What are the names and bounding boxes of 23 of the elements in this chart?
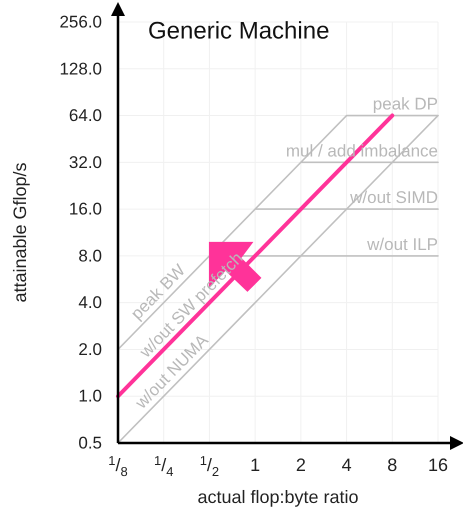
x-tick-label: 8 [387,455,398,475]
y-tick-label: 16.0 [68,200,102,219]
chart-title: Generic Machine [148,17,330,44]
y-tick-label: 64.0 [68,106,102,126]
y-axis-title: attainable Gflop/s [10,162,30,303]
x-tick-label: 16 [428,455,448,475]
x-tick-label: 1 [250,455,260,475]
y-tick-label: 32.0 [68,152,102,172]
x-tick-label: $^{1}$/$_{2}$ [200,453,220,479]
x-tick-label: $^{1}$/$_{8}$ [108,453,128,479]
y-tick-label: 1.0 [78,386,102,406]
y-tick-label: 256.0 [59,12,102,32]
x-tick-label: 2 [296,455,306,475]
annotation: peak DP [372,94,438,114]
x-tick-label: 4 [342,455,352,475]
y-tick-label: 8.0 [78,246,102,266]
y-tick-label: 0.5 [78,434,102,452]
x-axis-title: actual flop:byte ratio [197,487,359,507]
x-tick-label: $^{1}$/$_{4}$ [154,453,174,479]
annotation: w/out ILP [366,234,438,254]
y-tick-label: 2.0 [78,340,102,359]
y-tick-label: 128.0 [59,59,102,78]
y-tick-label: 4.0 [78,293,102,312]
